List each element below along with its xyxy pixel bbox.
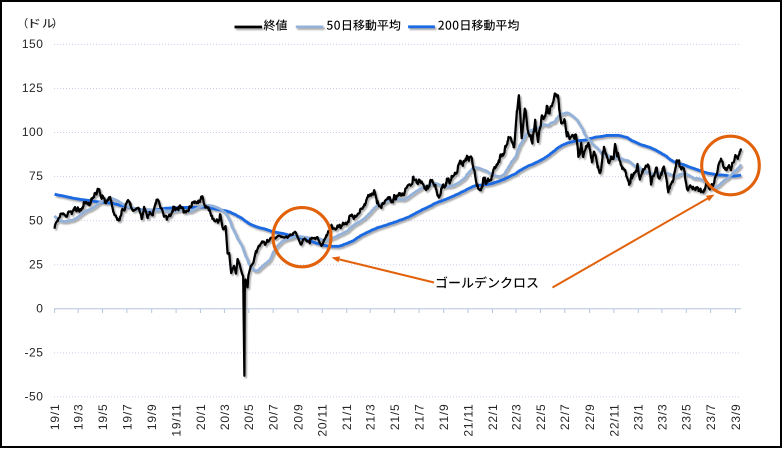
svg-text:20/11: 20/11 xyxy=(316,404,330,437)
svg-text:22/11: 22/11 xyxy=(607,404,621,437)
svg-text:23/3: 23/3 xyxy=(655,404,669,431)
svg-text:23/1: 23/1 xyxy=(632,404,646,431)
svg-text:19/7: 19/7 xyxy=(120,404,134,431)
svg-text:20/7: 20/7 xyxy=(267,404,281,431)
svg-text:23/9: 23/9 xyxy=(729,404,743,431)
svg-text:19/3: 19/3 xyxy=(72,404,86,431)
svg-text:22/1: 22/1 xyxy=(486,404,500,431)
svg-text:20/5: 20/5 xyxy=(242,404,256,431)
svg-text:100: 100 xyxy=(22,125,44,139)
svg-text:50: 50 xyxy=(29,213,43,227)
svg-text:23/5: 23/5 xyxy=(680,404,694,431)
svg-text:21/1: 21/1 xyxy=(340,404,354,431)
svg-text:21/5: 21/5 xyxy=(388,404,402,431)
svg-text:19/5: 19/5 xyxy=(96,404,110,431)
svg-text:0: 0 xyxy=(36,301,43,315)
svg-text:22/7: 22/7 xyxy=(558,404,572,431)
svg-text:20/1: 20/1 xyxy=(194,404,208,431)
svg-text:22/9: 22/9 xyxy=(583,404,597,431)
svg-text:19/1: 19/1 xyxy=(48,404,62,431)
svg-text:150: 150 xyxy=(22,37,44,51)
svg-text:19/11: 19/11 xyxy=(170,404,184,437)
svg-text:19/9: 19/9 xyxy=(145,404,159,431)
svg-text:20/3: 20/3 xyxy=(218,404,232,431)
svg-text:20/9: 20/9 xyxy=(291,404,305,431)
svg-text:23/7: 23/7 xyxy=(704,404,718,431)
svg-text:-50: -50 xyxy=(25,390,44,404)
svg-text:25: 25 xyxy=(29,257,43,271)
svg-text:125: 125 xyxy=(22,81,44,95)
svg-text:22/5: 22/5 xyxy=(534,404,548,431)
svg-text:21/7: 21/7 xyxy=(412,404,426,431)
svg-text:22/3: 22/3 xyxy=(510,404,524,431)
svg-text:21/3: 21/3 xyxy=(364,404,378,431)
svg-text:21/11: 21/11 xyxy=(462,404,476,437)
svg-text:21/9: 21/9 xyxy=(437,404,451,431)
svg-text:-25: -25 xyxy=(25,346,44,360)
svg-text:75: 75 xyxy=(29,169,43,183)
